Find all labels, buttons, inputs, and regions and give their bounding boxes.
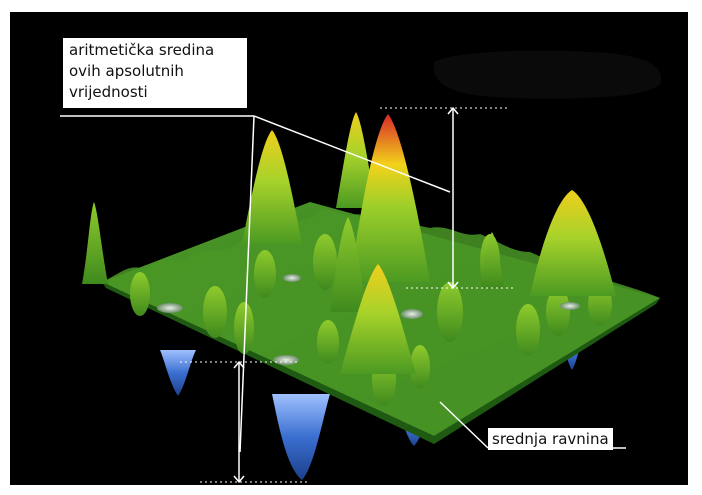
- peak-yellow-left: [242, 130, 302, 244]
- arrowhead-valley-bottom: [233, 475, 245, 484]
- dimple: [157, 303, 183, 313]
- mean-diagonal-line: [253, 115, 451, 193]
- mean-annotation-label: aritmetička sredina ovih apsolutnih vrij…: [63, 38, 247, 108]
- bump: [254, 250, 276, 298]
- peak-green-tall: [330, 217, 366, 312]
- peak-far-left: [82, 202, 108, 284]
- bump: [203, 286, 227, 338]
- mean-label-line-1: aritmetička sredina: [69, 41, 215, 59]
- dimple: [560, 302, 580, 310]
- dimple: [283, 274, 301, 282]
- mean-plane-label: srednja ravnina: [488, 428, 613, 450]
- bump: [516, 304, 540, 356]
- mean-label-line-2: ovih apsolutnih: [69, 62, 184, 80]
- arrowhead-top: [447, 106, 459, 115]
- peak-yellow-front: [340, 264, 416, 374]
- peak-green-right: [480, 232, 504, 288]
- surface-diagram: [10, 12, 688, 485]
- valley-front: [272, 394, 330, 480]
- dimple: [273, 355, 299, 365]
- bump: [410, 345, 430, 389]
- plane-front-edge: [102, 282, 660, 444]
- plane-leader-line: [439, 401, 489, 449]
- bump: [234, 302, 254, 354]
- arrowhead-valley-top: [233, 360, 245, 369]
- dimple: [401, 309, 423, 319]
- bump: [546, 288, 570, 336]
- bump: [130, 272, 150, 316]
- bump: [317, 320, 339, 364]
- bump: [313, 234, 337, 290]
- bump: [437, 282, 463, 342]
- peak-red: [350, 114, 430, 282]
- redacted-area: [433, 50, 662, 99]
- peak-right: [530, 190, 616, 296]
- mean-vertical-line: [239, 115, 255, 453]
- peak-yellow-mid: [336, 112, 376, 208]
- mean-label-line-3: vrijednosti: [69, 83, 148, 101]
